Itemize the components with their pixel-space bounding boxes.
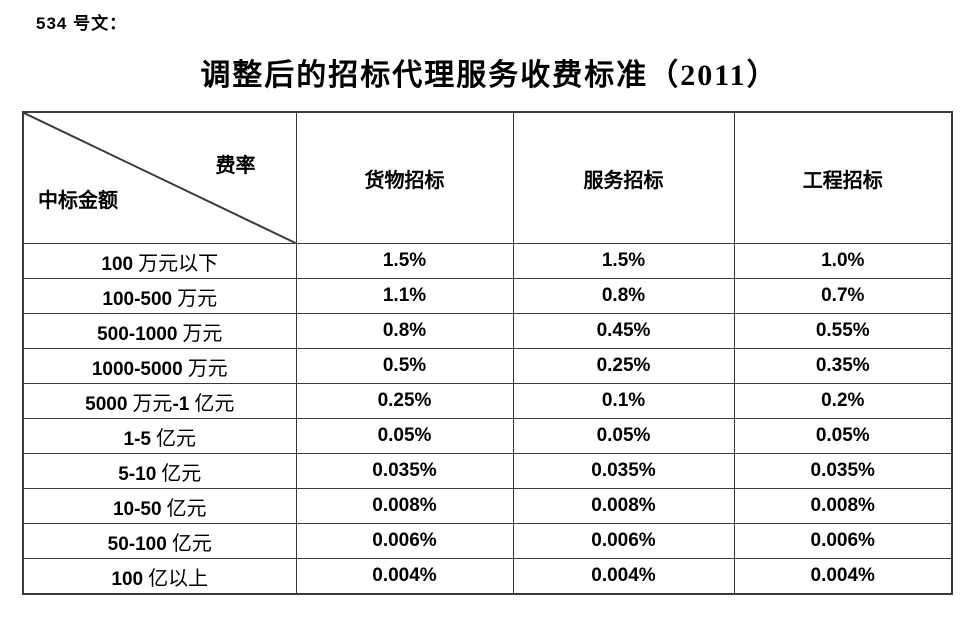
table-row: 5000 万元-1 亿元 0.25% 0.1% 0.2% (22, 383, 953, 419)
rate-value: 0.004% (733, 558, 953, 595)
rate-value: 0.05% (295, 418, 514, 454)
doc-ref-label: 534 号文： (36, 14, 128, 33)
rate-value: 0.45% (512, 313, 735, 349)
diagonal-divider-line (24, 113, 296, 243)
table-row: 1-5 亿元 0.05% 0.05% 0.05% (22, 418, 953, 454)
rate-value: 1.0% (733, 243, 953, 279)
rate-value: 0.2% (733, 383, 953, 419)
corner-label-rate: 费率 (215, 155, 256, 177)
column-header-services: 服务招标 (512, 111, 735, 244)
rate-value: 0.004% (295, 558, 514, 595)
rate-value: 0.05% (512, 418, 735, 454)
rate-value: 0.006% (295, 523, 514, 559)
column-header-goods: 货物招标 (295, 111, 514, 244)
column-header-engineering: 工程招标 (733, 111, 953, 244)
page-title: 调整后的招标代理服务收费标准（2011） (200, 59, 779, 92)
table-row: 100-500 万元 1.1% 0.8% 0.7% (22, 278, 953, 314)
rate-value: 1.5% (295, 243, 514, 279)
rate-value: 0.05% (733, 418, 953, 454)
table-row: 500-1000 万元 0.8% 0.45% 0.55% (22, 313, 953, 349)
table-row: 50-100 亿元 0.006% 0.006% 0.006% (22, 523, 953, 559)
row-label: 1000-5000 万元 (22, 348, 297, 384)
rate-value: 0.5% (295, 348, 514, 384)
rate-value: 0.25% (512, 348, 735, 384)
row-label: 100 亿以上 (22, 558, 297, 595)
rate-value: 0.25% (295, 383, 514, 419)
table-row: 5-10 亿元 0.035% 0.035% 0.035% (22, 453, 953, 489)
rate-value: 0.008% (512, 488, 735, 524)
fee-rate-table: 费率 中标金额 货物招标 服务招标 工程招标 100 万元以下 1.5% 1.5… (22, 111, 953, 595)
rate-value: 0.035% (295, 453, 514, 489)
rate-value: 0.006% (512, 523, 735, 559)
row-label: 50-100 亿元 (22, 523, 297, 559)
rate-value: 0.55% (733, 313, 953, 349)
rate-value: 0.035% (733, 453, 953, 489)
rate-value: 0.035% (512, 453, 735, 489)
corner-header-cell: 费率 中标金额 (22, 111, 297, 244)
rate-value: 0.006% (733, 523, 953, 559)
rate-value: 0.1% (512, 383, 735, 419)
corner-label-amount: 中标金额 (38, 190, 118, 212)
rate-value: 0.7% (733, 278, 953, 314)
row-label: 10-50 亿元 (22, 488, 297, 524)
header-row: 费率 中标金额 货物招标 服务招标 工程招标 (22, 111, 953, 244)
row-label: 100-500 万元 (22, 278, 297, 314)
row-label: 5000 万元-1 亿元 (22, 383, 297, 419)
rate-value: 0.008% (733, 488, 953, 524)
table-row: 100 万元以下 1.5% 1.5% 1.0% (22, 243, 953, 279)
row-label: 5-10 亿元 (22, 453, 297, 489)
rate-value: 0.004% (512, 558, 735, 595)
row-label: 100 万元以下 (22, 243, 297, 279)
rate-value: 0.8% (295, 313, 514, 349)
table-row: 100 亿以上 0.004% 0.004% 0.004% (22, 558, 953, 595)
rate-value: 0.8% (512, 278, 735, 314)
row-label: 1-5 亿元 (22, 418, 297, 454)
rate-value: 1.5% (512, 243, 735, 279)
row-label: 500-1000 万元 (22, 313, 297, 349)
rate-value: 0.35% (733, 348, 953, 384)
rate-value: 1.1% (295, 278, 514, 314)
table-row: 10-50 亿元 0.008% 0.008% 0.008% (22, 488, 953, 524)
rate-value: 0.008% (295, 488, 514, 524)
table-row: 1000-5000 万元 0.5% 0.25% 0.35% (22, 348, 953, 384)
